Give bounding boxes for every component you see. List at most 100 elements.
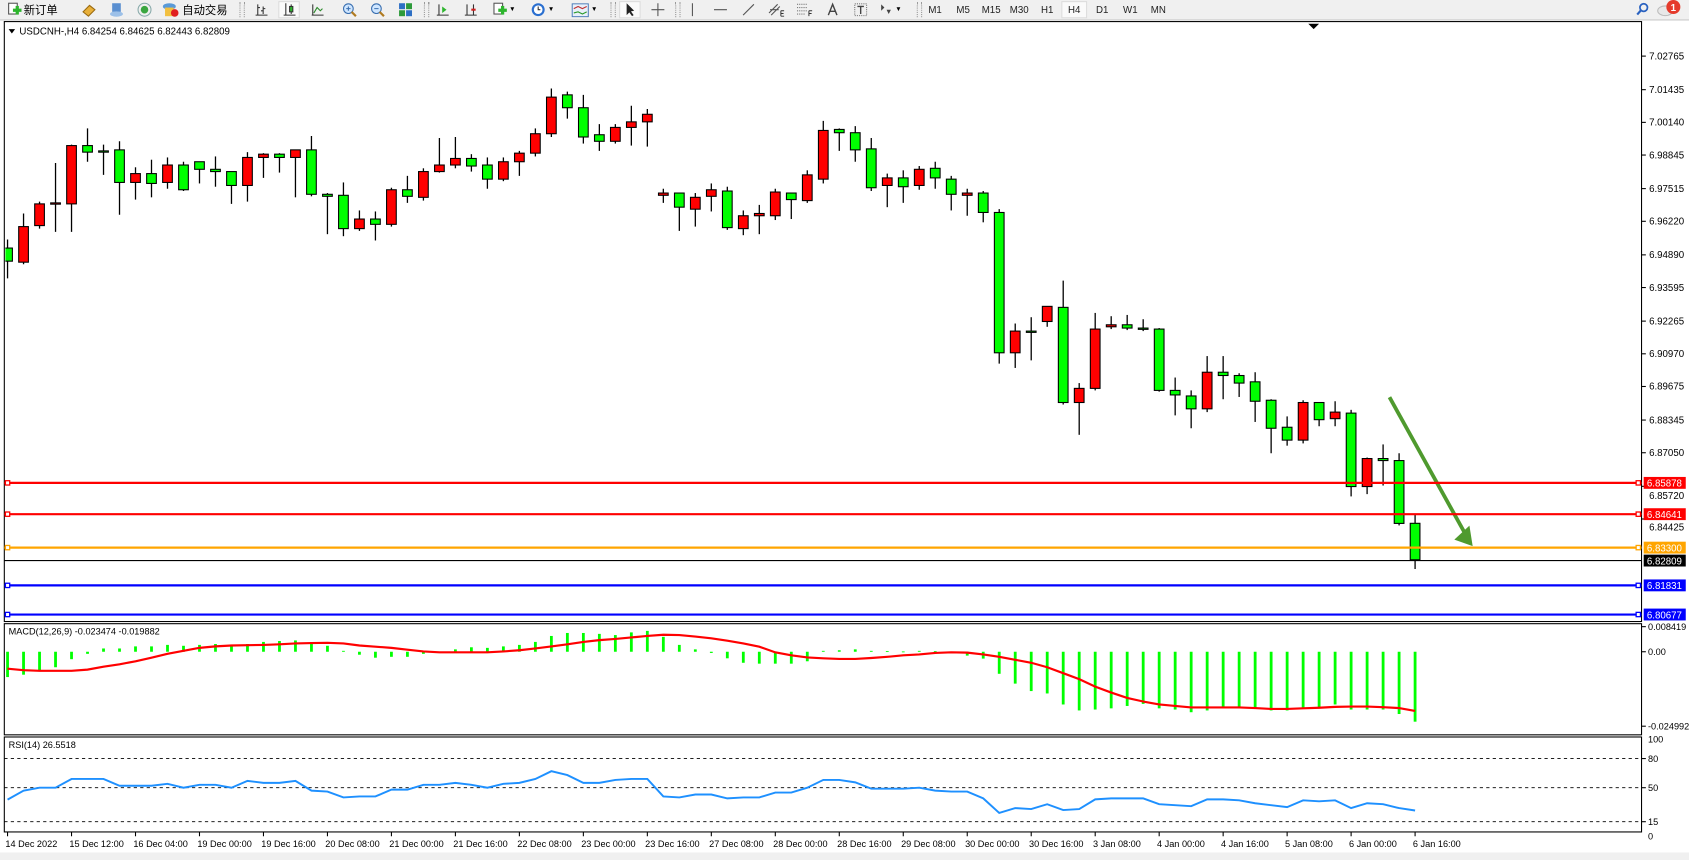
candle-body bbox=[1249, 381, 1261, 402]
candle bbox=[513, 150, 525, 176]
candle-body bbox=[98, 150, 109, 153]
price-tick-label: 7.01435 bbox=[1649, 85, 1684, 96]
gold-bar-button[interactable] bbox=[78, 1, 100, 18]
candle-body bbox=[561, 94, 573, 109]
line-handle-left[interactable] bbox=[4, 480, 11, 486]
candle-body bbox=[146, 173, 157, 184]
market-watch-button[interactable] bbox=[106, 1, 128, 18]
timeframe-m5-button[interactable]: M5 bbox=[956, 4, 970, 16]
line-handle-right[interactable] bbox=[1635, 544, 1642, 551]
timeframe-h1-button[interactable]: H1 bbox=[1041, 4, 1054, 16]
zoom-out-button[interactable] bbox=[367, 1, 389, 18]
indicators-dropdown[interactable]: ▼ bbox=[492, 1, 515, 18]
equidistant-channel-button[interactable] bbox=[766, 1, 788, 18]
line-handle-left[interactable] bbox=[4, 511, 11, 517]
auto-scroll-button[interactable] bbox=[431, 1, 453, 18]
horizontal-line-6.80677[interactable] bbox=[4, 608, 1686, 621]
chart-menu-triangle-icon[interactable] bbox=[8, 29, 16, 34]
macd-histogram-bar bbox=[86, 651, 89, 654]
candle-body bbox=[1073, 387, 1085, 404]
price-tick-label: 6.97515 bbox=[1649, 184, 1684, 195]
price-tick-label: 6.92265 bbox=[1649, 316, 1684, 327]
candle-body bbox=[545, 96, 557, 135]
horizontal-line-6.85878[interactable] bbox=[4, 476, 1686, 489]
toolbar: 新订单 自动交易 ▼ ▼ ▼ ▼ bbox=[0, 0, 1689, 21]
price-tick-label: 6.90970 bbox=[1649, 349, 1685, 360]
candle bbox=[1233, 373, 1245, 397]
timeframe-m30-button[interactable]: M30 bbox=[1009, 4, 1029, 16]
horizontal-line-6.84641[interactable] bbox=[4, 508, 1686, 521]
search-button[interactable] bbox=[1635, 1, 1650, 18]
macd-histogram-bar bbox=[182, 645, 185, 652]
macd-histogram-bar bbox=[885, 651, 889, 653]
macd-histogram-bar bbox=[725, 651, 729, 659]
trendline-button[interactable] bbox=[738, 1, 760, 18]
macd-histogram-bar bbox=[22, 651, 25, 675]
candle-body bbox=[322, 193, 333, 197]
line-handle-left[interactable] bbox=[4, 544, 11, 551]
line-handle-left[interactable] bbox=[4, 582, 11, 589]
candle bbox=[769, 188, 781, 221]
chart-shift-marker-icon[interactable] bbox=[1308, 23, 1320, 30]
chart-shift-button[interactable] bbox=[459, 1, 481, 18]
candle bbox=[1409, 513, 1421, 570]
horizontal-line-6.81831[interactable] bbox=[4, 579, 1686, 592]
cursor-button[interactable] bbox=[619, 1, 641, 19]
timeframe-h4-button[interactable]: H4 bbox=[1061, 1, 1088, 19]
candle-body bbox=[801, 174, 813, 202]
macd-histogram-bar bbox=[613, 635, 617, 652]
templates-dropdown[interactable]: ▼ bbox=[571, 1, 598, 18]
candle bbox=[306, 135, 317, 197]
new-order-button[interactable]: 新订单 bbox=[6, 1, 58, 18]
candle-body bbox=[1361, 458, 1373, 488]
crosshair-button[interactable] bbox=[647, 1, 669, 18]
candle-body bbox=[785, 192, 797, 201]
chevron-down-icon: ▼ bbox=[591, 6, 598, 13]
text-button[interactable] bbox=[822, 1, 844, 18]
signals-button[interactable] bbox=[134, 1, 156, 18]
time-axis-label: 3 Jan 08:00 bbox=[1093, 839, 1141, 849]
timeframe-d1-button[interactable]: D1 bbox=[1096, 4, 1109, 16]
chart-window[interactable]: 7.02765 7.01435 7.00140 6.98845 6.97515 6.962… bbox=[0, 20, 1689, 860]
periods-dropdown[interactable]: ▼ bbox=[531, 1, 554, 18]
horizontal-line-6.83300[interactable] bbox=[4, 541, 1686, 554]
candle-body bbox=[194, 161, 205, 170]
macd-histogram-bar bbox=[294, 640, 297, 652]
macd-histogram-bar bbox=[326, 645, 329, 652]
candle-body bbox=[162, 164, 173, 183]
macd-histogram-bar bbox=[262, 641, 265, 652]
candle bbox=[1281, 416, 1293, 446]
fibonacci-button[interactable] bbox=[794, 1, 816, 18]
main-chart-panel bbox=[3, 21, 1643, 623]
candle bbox=[993, 209, 1005, 364]
macd-histogram-bar bbox=[1205, 651, 1209, 711]
timeframe-m1-button[interactable]: M1 bbox=[928, 4, 942, 16]
line-chart-button[interactable] bbox=[306, 1, 328, 18]
horizontal-line-button[interactable] bbox=[710, 1, 732, 18]
bar-chart-icon bbox=[255, 4, 268, 16]
bar-chart-button[interactable] bbox=[250, 1, 272, 18]
line-handle-right[interactable] bbox=[1635, 582, 1642, 589]
tile-windows-button[interactable] bbox=[395, 1, 417, 18]
candle bbox=[481, 157, 493, 189]
macd-histogram-bar bbox=[1029, 651, 1033, 692]
auto-trading-button[interactable]: 自动交易 bbox=[162, 1, 228, 18]
candle-body bbox=[753, 212, 765, 217]
horizontal-line-6.82809[interactable] bbox=[4, 554, 1686, 567]
gold-bar-icon bbox=[82, 4, 96, 17]
timeframe-m15-button[interactable]: M15 bbox=[981, 4, 1001, 16]
vertical-line-button[interactable] bbox=[682, 1, 704, 18]
text-label-button[interactable] bbox=[850, 1, 872, 18]
candlestick-button[interactable] bbox=[278, 1, 300, 19]
zoom-in-button[interactable] bbox=[339, 1, 361, 18]
timeframe-mn-button[interactable]: MN bbox=[1150, 4, 1166, 16]
arrows-dropdown[interactable]: ▼ bbox=[878, 1, 902, 18]
line-handle-right[interactable] bbox=[1635, 511, 1642, 517]
candle bbox=[418, 168, 429, 201]
timeframe-w1-button[interactable]: W1 bbox=[1123, 4, 1138, 16]
line-handle-right[interactable] bbox=[1635, 611, 1642, 618]
line-handle-left[interactable] bbox=[4, 611, 11, 618]
line-handle-right[interactable] bbox=[1635, 480, 1642, 486]
price-tick-label: 6.98845 bbox=[1649, 150, 1684, 161]
